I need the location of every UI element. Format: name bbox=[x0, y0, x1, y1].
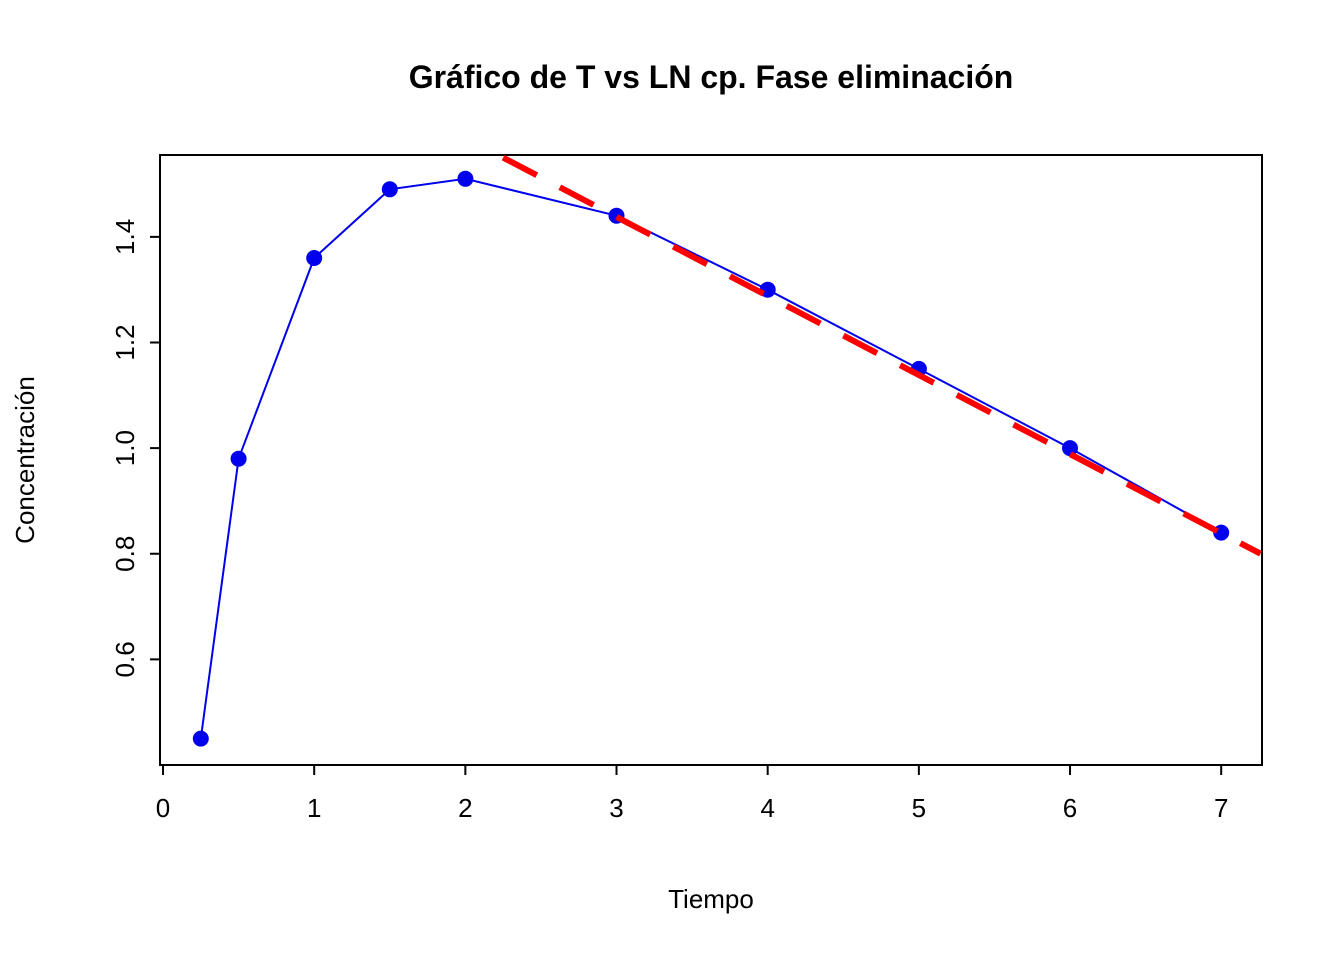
x-tick-label: 0 bbox=[156, 793, 170, 823]
observed-point bbox=[381, 181, 398, 198]
plot-area: 0 1 2 3 4 5 6 7 0.6 0.8 1.0 1.2 1.4 bbox=[110, 154, 1263, 823]
observed-point bbox=[306, 250, 323, 266]
observed-point bbox=[457, 170, 474, 187]
y-tick-label: 1.0 bbox=[110, 430, 140, 466]
y-tick-label: 0.8 bbox=[110, 536, 140, 572]
x-tick-label: 4 bbox=[760, 793, 774, 823]
x-tick-label: 2 bbox=[458, 793, 472, 823]
x-tick-label: 3 bbox=[609, 793, 623, 823]
chart-title: Gráfico de T vs LN cp. Fase eliminación bbox=[409, 59, 1014, 95]
x-tick-label: 6 bbox=[1063, 793, 1077, 823]
y-tick-label: 1.2 bbox=[110, 324, 140, 360]
x-axis-label: Tiempo bbox=[668, 884, 754, 914]
y-tick-label: 0.6 bbox=[110, 641, 140, 677]
plot-border bbox=[159, 154, 1263, 766]
observed-point bbox=[192, 730, 209, 747]
observed-point bbox=[230, 450, 247, 467]
fit-line bbox=[501, 154, 1262, 557]
x-tick-label: 1 bbox=[307, 793, 321, 823]
observed-point bbox=[1062, 440, 1078, 457]
x-tick-label: 5 bbox=[912, 793, 926, 823]
x-tick-label: 7 bbox=[1214, 793, 1228, 823]
y-tick-label: 1.4 bbox=[110, 219, 140, 255]
observed-line bbox=[199, 177, 1222, 739]
y-axis-label: Concentración bbox=[10, 376, 40, 544]
